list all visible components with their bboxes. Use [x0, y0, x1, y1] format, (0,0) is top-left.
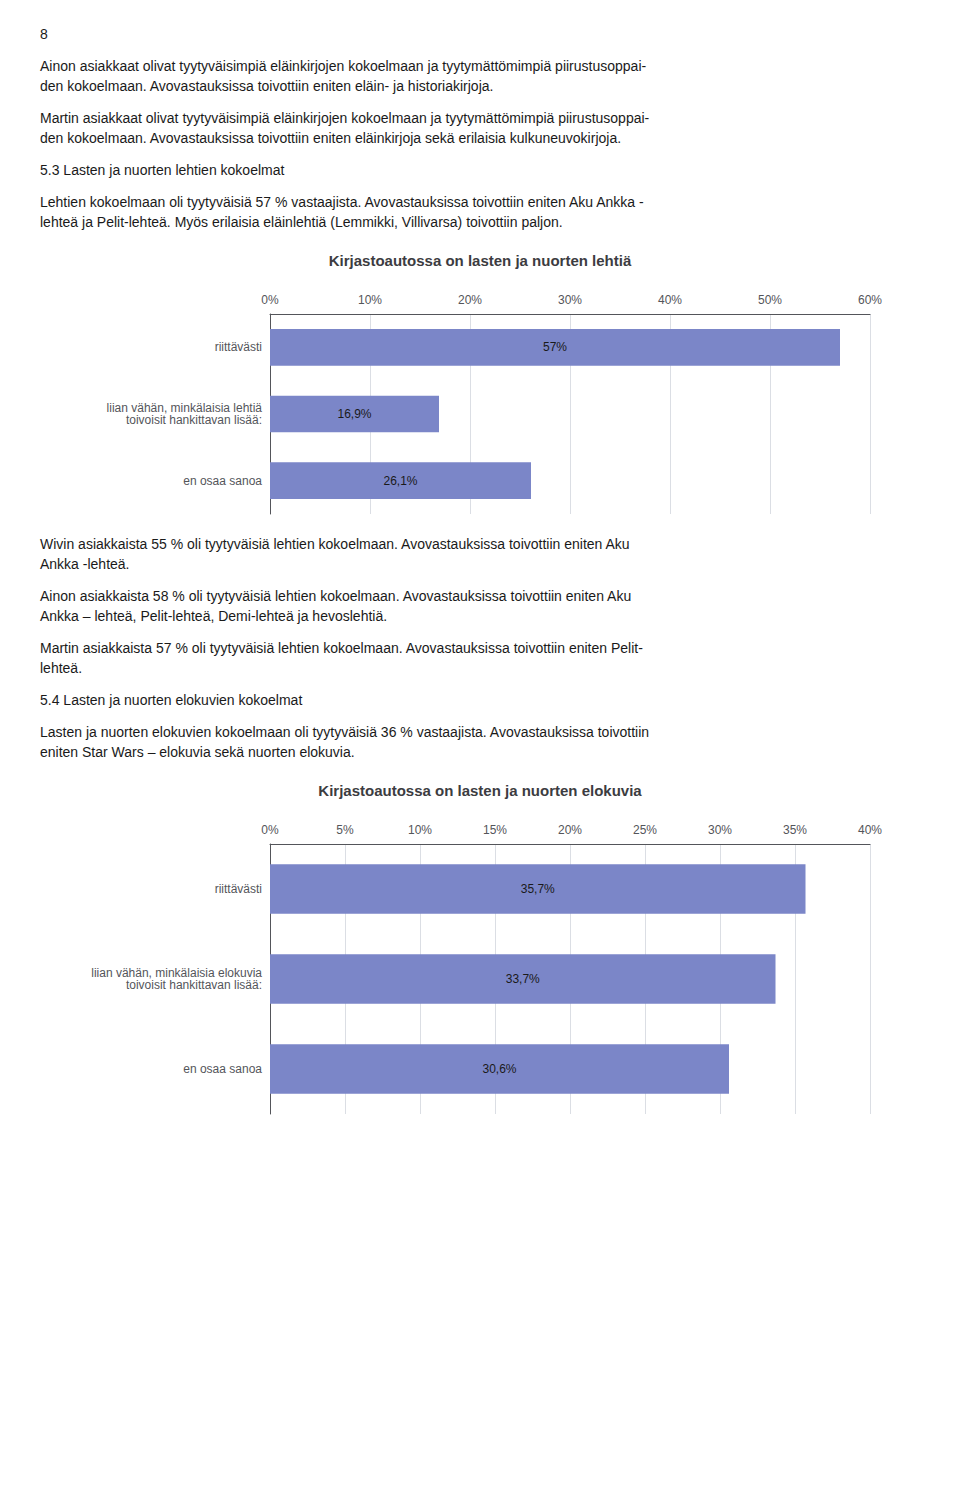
- svg-text:30%: 30%: [558, 293, 582, 307]
- svg-text:15%: 15%: [483, 823, 507, 837]
- svg-text:0%: 0%: [261, 823, 279, 837]
- svg-text:20%: 20%: [458, 293, 482, 307]
- svg-text:riittävästi: riittävästi: [215, 882, 262, 896]
- html-text:Lasten ja nuorten elokuvien ko: Lasten ja nuorten elokuvien kokoelmaan o…: [40, 724, 650, 760]
- svg-text:Kirjastoautossa on lasten ja n: Kirjastoautossa on lasten ja nuorten elo…: [318, 782, 642, 799]
- svg-text:20%: 20%: [558, 823, 582, 837]
- html-text:8: 8: [40, 26, 48, 42]
- svg-text:5%: 5%: [336, 823, 354, 837]
- svg-text:Kirjastoautossa on lasten ja n: Kirjastoautossa on lasten ja nuorten leh…: [329, 252, 632, 269]
- svg-text:liian vähän, minkälaisia lehti: liian vähän, minkälaisia lehtiä: [106, 401, 262, 415]
- svg-text:toivoisit hankittavan lisää:: toivoisit hankittavan lisää:: [126, 978, 262, 992]
- svg-text:35,7%: 35,7%: [521, 882, 555, 896]
- svg-text:30,6%: 30,6%: [482, 1062, 516, 1076]
- html-text:Lehtien kokoelmaan oli tyytyvä: Lehtien kokoelmaan oli tyytyväisiä 57 % …: [40, 194, 644, 230]
- html-text:5.4 Lasten ja nuorten elokuvie: 5.4 Lasten ja nuorten elokuvien kokoelma…: [40, 692, 303, 708]
- svg-text:50%: 50%: [758, 293, 782, 307]
- svg-text:40%: 40%: [858, 823, 882, 837]
- svg-text:16,9%: 16,9%: [337, 407, 371, 421]
- svg-text:30%: 30%: [708, 823, 732, 837]
- svg-text:57%: 57%: [543, 340, 567, 354]
- svg-text:riittävästi: riittävästi: [215, 340, 262, 354]
- html-text:Ainon asiakkaista 58 % oli tyy: Ainon asiakkaista 58 % oli tyytyväisiä l…: [40, 588, 632, 624]
- svg-text:toivoisit hankittavan lisää:: toivoisit hankittavan lisää:: [126, 413, 262, 427]
- svg-text:26,1%: 26,1%: [383, 474, 417, 488]
- svg-text:10%: 10%: [358, 293, 382, 307]
- svg-text:33,7%: 33,7%: [506, 972, 540, 986]
- svg-text:35%: 35%: [783, 823, 807, 837]
- svg-text:liian vähän, minkälaisia eloku: liian vähän, minkälaisia elokuvia: [91, 966, 262, 980]
- html-text:Martin asiakkaista 57 % oli ty: Martin asiakkaista 57 % oli tyytyväisiä …: [40, 640, 643, 676]
- svg-text:en osaa sanoa: en osaa sanoa: [183, 474, 262, 488]
- html-text:Martin asiakkaat olivat tyytyv: Martin asiakkaat olivat tyytyväisimpiä e…: [40, 110, 650, 146]
- html-text:5.3 Lasten ja nuorten lehtien: 5.3 Lasten ja nuorten lehtien kokoelmat: [40, 162, 285, 178]
- svg-text:0%: 0%: [261, 293, 279, 307]
- svg-text:40%: 40%: [658, 293, 682, 307]
- svg-text:10%: 10%: [408, 823, 432, 837]
- svg-text:60%: 60%: [858, 293, 882, 307]
- html-text:Ainon asiakkaat olivat tyytyvä: Ainon asiakkaat olivat tyytyväisimpiä el…: [40, 58, 647, 94]
- html-text:Wivin asiakkaista 55 % oli tyy: Wivin asiakkaista 55 % oli tyytyväisiä l…: [40, 536, 630, 572]
- svg-text:en osaa sanoa: en osaa sanoa: [183, 1062, 262, 1076]
- svg-text:25%: 25%: [633, 823, 657, 837]
